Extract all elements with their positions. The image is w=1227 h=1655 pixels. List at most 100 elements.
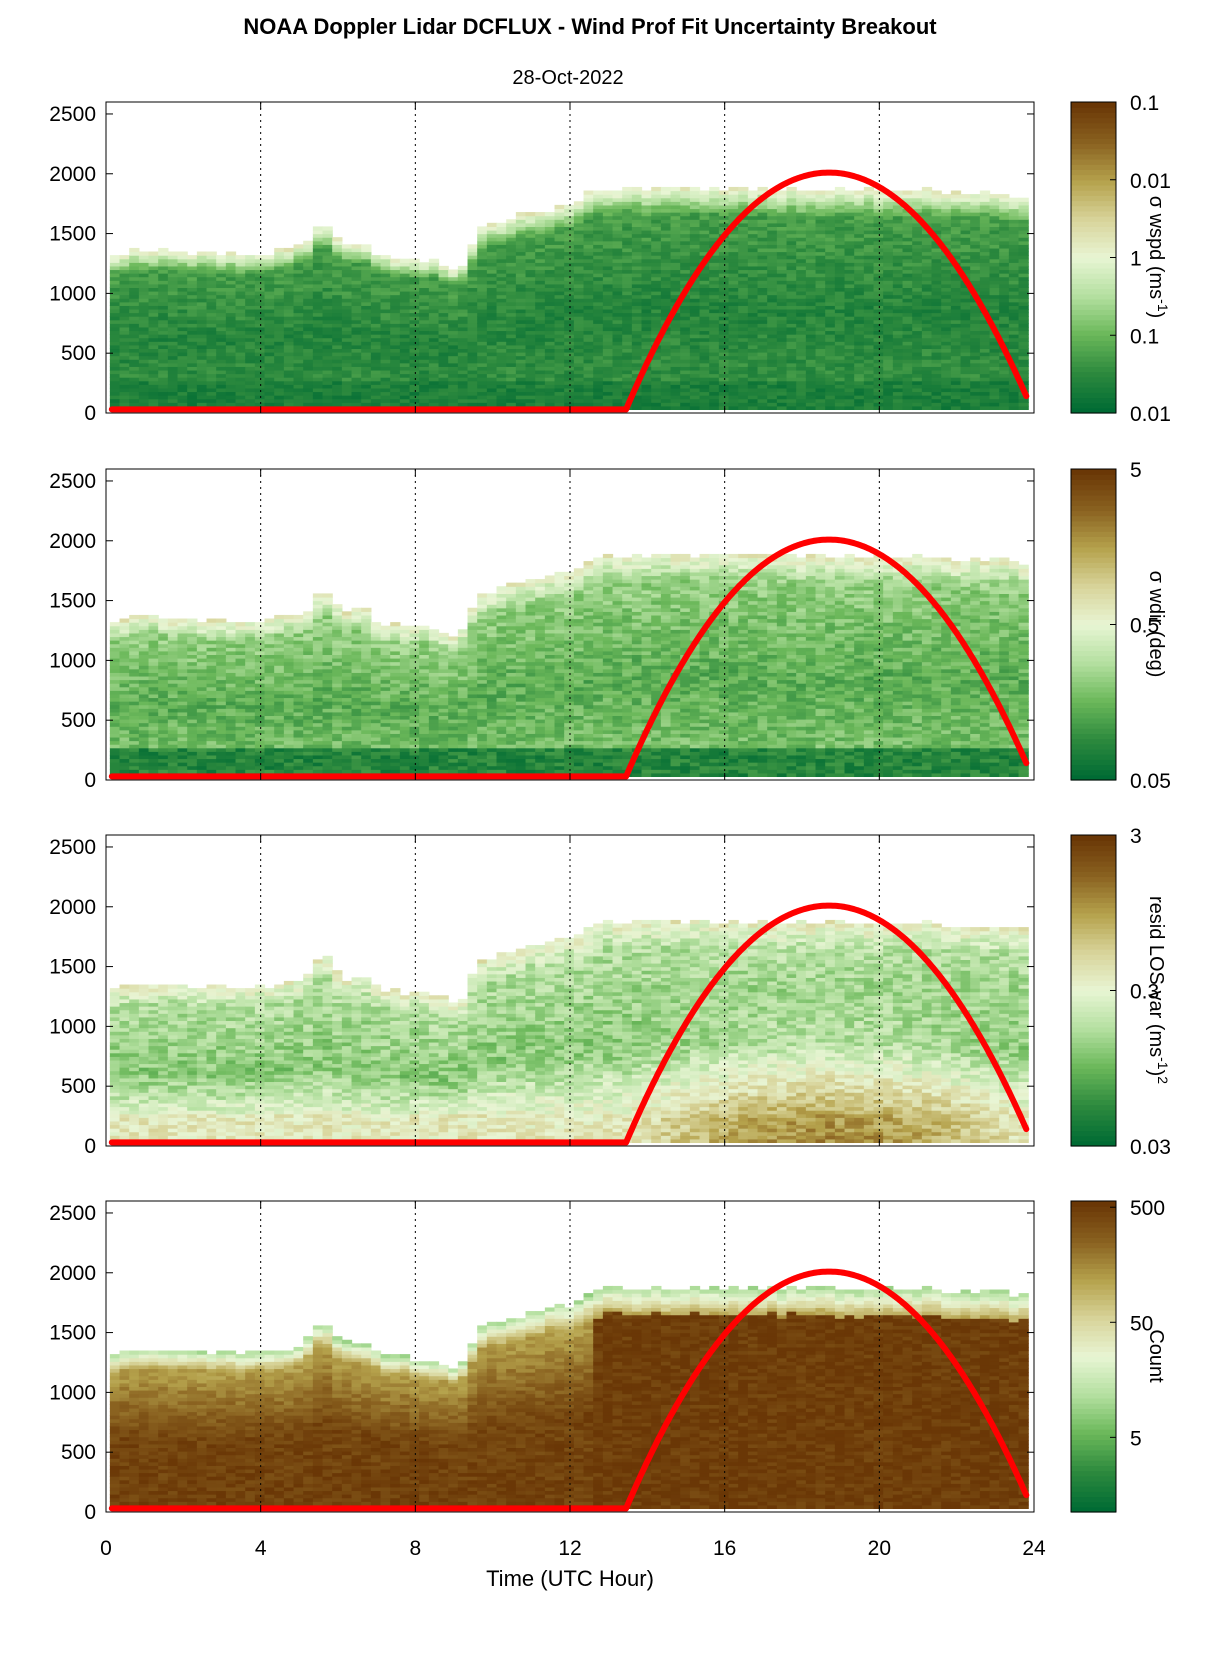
heatmap-cell: [699, 326, 710, 332]
heatmap-cell: [651, 391, 662, 396]
heatmap-cell: [554, 283, 565, 289]
heatmap-cell: [767, 387, 778, 393]
heatmap-cell: [796, 330, 807, 335]
heatmap-cell: [796, 215, 807, 220]
heatmap-cell: [467, 341, 478, 346]
heatmap-cell: [206, 258, 217, 263]
heatmap-cell: [564, 273, 575, 278]
heatmap-cell: [960, 308, 971, 314]
heatmap-cell: [486, 323, 498, 328]
heatmap-cell: [602, 366, 614, 371]
heatmap-cell: [158, 258, 169, 263]
heatmap-cell: [728, 384, 739, 389]
heatmap-cell: [912, 341, 923, 346]
heatmap-cell: [245, 395, 256, 400]
heatmap-cell: [699, 222, 710, 227]
heatmap-cell: [728, 233, 739, 238]
heatmap-cell: [921, 204, 933, 210]
heatmap-cell: [612, 312, 623, 317]
heatmap-cell: [457, 330, 469, 335]
heatmap-cell: [844, 305, 855, 310]
heatmap-cell: [950, 251, 962, 256]
heatmap-cell: [544, 355, 556, 360]
heatmap-cell: [525, 384, 536, 389]
heatmap-cell: [554, 359, 565, 364]
heatmap-cell: [941, 283, 952, 289]
heatmap-cell: [834, 229, 846, 235]
heatmap-cell: [283, 283, 295, 289]
heatmap-cell: [757, 276, 768, 281]
heatmap-cell: [999, 330, 1010, 335]
heatmap-cell: [573, 233, 585, 238]
heatmap-cell: [264, 369, 275, 375]
heatmap-cell: [796, 197, 807, 202]
heatmap-cell: [979, 384, 991, 389]
heatmap-cell: [728, 287, 739, 292]
heatmap-cell: [776, 359, 788, 364]
heatmap-cell: [496, 395, 507, 400]
heatmap-cell: [399, 312, 411, 317]
heatmap-cell: [776, 265, 788, 271]
heatmap-cell: [999, 316, 1010, 321]
heatmap-cell: [728, 308, 739, 314]
heatmap-cell: [419, 305, 430, 310]
heatmap-cell: [738, 240, 749, 245]
heatmap-cell: [960, 258, 971, 263]
heatmap-cell: [428, 348, 440, 353]
heatmap-cell: [196, 308, 208, 314]
heatmap-cell: [216, 290, 227, 296]
heatmap-cell: [728, 212, 739, 217]
heatmap-cell: [979, 258, 991, 263]
heatmap-cell: [892, 251, 904, 256]
heatmap-cell: [419, 380, 430, 385]
heatmap-cell: [622, 273, 633, 278]
heatmap-cell: [651, 395, 662, 400]
heatmap-cell: [815, 208, 826, 213]
heatmap-cell: [428, 359, 440, 364]
heatmap-cell: [477, 262, 488, 267]
heatmap-cell: [670, 226, 681, 231]
heatmap-cell: [486, 319, 498, 324]
heatmap-cell: [119, 348, 130, 353]
heatmap-cell: [477, 366, 488, 371]
heatmap-cell: [651, 402, 662, 407]
heatmap-cell: [554, 369, 565, 375]
heatmap-cell: [873, 190, 884, 195]
heatmap-cell: [796, 222, 807, 227]
heatmap-cell: [535, 244, 546, 249]
heatmap-cell: [854, 258, 865, 263]
heatmap-cell: [312, 326, 324, 332]
heatmap-cell: [602, 204, 614, 210]
heatmap-cell: [187, 316, 198, 321]
heatmap-cell: [109, 330, 121, 335]
heatmap-cell: [361, 326, 372, 332]
heatmap-cell: [167, 373, 179, 378]
heatmap-cell: [834, 373, 846, 378]
heatmap-cell: [767, 247, 778, 253]
heatmap-cell: [332, 323, 343, 328]
heatmap-cell: [264, 373, 275, 378]
heatmap-cell: [496, 398, 507, 403]
heatmap-cell: [515, 273, 527, 278]
heatmap-cell: [138, 380, 150, 385]
heatmap-cell: [254, 326, 266, 332]
heatmap-cell: [825, 194, 836, 199]
heatmap-cell: [216, 384, 227, 389]
heatmap-cell: [622, 244, 633, 249]
heatmap-cell: [709, 362, 720, 367]
heatmap-cell: [854, 287, 865, 292]
heatmap-cell: [767, 222, 778, 227]
heatmap-cell: [747, 269, 759, 274]
heatmap-cell: [602, 362, 614, 367]
heatmap-cell: [583, 269, 594, 274]
heatmap-cell: [399, 301, 411, 306]
heatmap-cell: [680, 319, 691, 324]
heatmap-cell: [873, 262, 884, 267]
heatmap-cell: [960, 337, 971, 342]
heatmap-cell: [119, 387, 130, 393]
heatmap-cell: [738, 294, 749, 299]
heatmap-cell: [950, 344, 962, 350]
heatmap-cell: [602, 344, 614, 350]
heatmap-cell: [844, 323, 855, 328]
heatmap-cell: [225, 308, 237, 314]
